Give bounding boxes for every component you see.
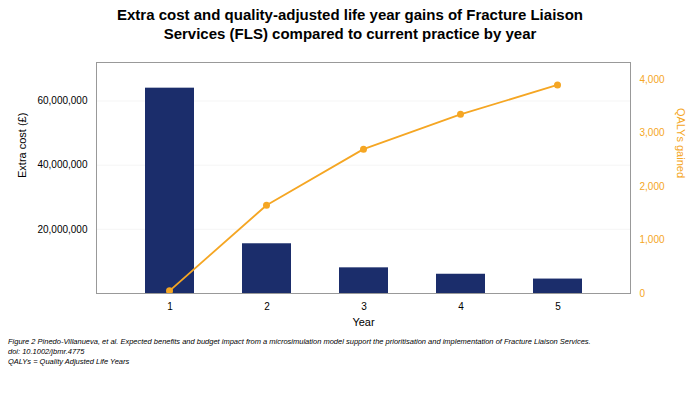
svg-text:3: 3 bbox=[361, 300, 367, 311]
html-text:Extra cost and quality-adjuste: Extra cost and quality-adjusted life yea… bbox=[117, 6, 583, 42]
svg-text:QALYs gained: QALYs gained bbox=[675, 107, 687, 177]
svg-text:Extra cost (£): Extra cost (£) bbox=[16, 112, 28, 177]
svg-text:3,000: 3,000 bbox=[640, 127, 665, 138]
svg-text:4: 4 bbox=[458, 300, 464, 311]
html-text:Figure 2 Pinedo-Villanueva, et: Figure 2 Pinedo-Villanueva, et al. Expec… bbox=[8, 336, 591, 346]
svg-text:4,000: 4,000 bbox=[640, 73, 665, 84]
svg-text:2,000: 2,000 bbox=[640, 180, 665, 191]
html-text:doi: 10.1002/jbmr.4775: doi: 10.1002/jbmr.4775 bbox=[8, 346, 85, 356]
svg-text:5: 5 bbox=[555, 300, 561, 311]
svg-text:2: 2 bbox=[264, 300, 270, 311]
svg-text:1,000: 1,000 bbox=[640, 234, 665, 245]
html-text:QALYs = Quality Adjusted Life: QALYs = Quality Adjusted Life Years bbox=[8, 356, 130, 366]
svg-text:0: 0 bbox=[640, 287, 646, 298]
svg-text:20,000,000: 20,000,000 bbox=[37, 223, 87, 234]
svg-text:1: 1 bbox=[167, 300, 173, 311]
svg-text:40,000,000: 40,000,000 bbox=[37, 159, 87, 170]
svg-text:Year: Year bbox=[352, 315, 375, 327]
svg-text:60,000,000: 60,000,000 bbox=[37, 95, 87, 106]
